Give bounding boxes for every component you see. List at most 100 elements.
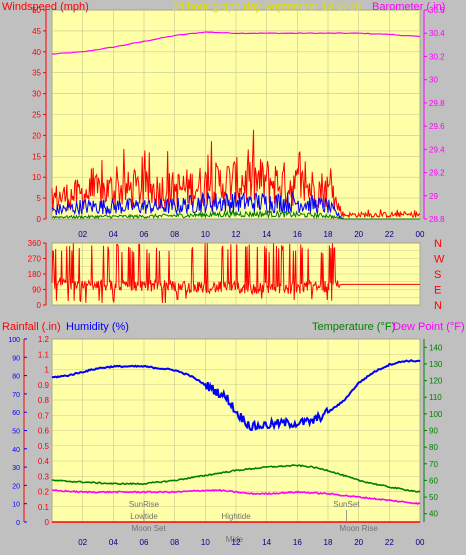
x-tick-label: 10 — [201, 230, 210, 239]
windspeed-tick-label: 30 — [32, 90, 41, 99]
x-tick-label: 20 — [354, 538, 363, 547]
compass-label: N — [434, 300, 442, 312]
direction-tick-label: 90 — [32, 286, 41, 295]
humidity-axis-title: Humidity (%) — [66, 321, 129, 333]
windspeed-tick-label: 0 — [37, 215, 42, 224]
barometer-axis-title: Barometer ( in) — [372, 1, 446, 13]
humidity-tick-label: 50 — [12, 429, 20, 436]
direction-tick-label: 180 — [28, 270, 42, 279]
rainfall-tick-label: 0.8 — [38, 396, 50, 405]
rainfall-tick-label: 1 — [45, 366, 50, 375]
rainfall-tick-label: 0.1 — [38, 503, 50, 512]
x-tick-label: 02 — [78, 538, 87, 547]
humidity-tick-label: 70 — [12, 392, 20, 399]
series-temperature — [51, 464, 421, 493]
temperature-tick-label: 40 — [429, 510, 438, 519]
x-tick-label: 20 — [354, 230, 363, 239]
x-tick-label: 06 — [140, 230, 149, 239]
direction-tick-label: 0 — [37, 301, 42, 310]
rainfall-tick-label: 0.3 — [38, 472, 50, 481]
windspeed-tick-label: 40 — [32, 48, 41, 57]
x-tick-label: 10 — [201, 538, 210, 547]
temperature-tick-label: 130 — [429, 360, 443, 369]
temperature-tick-label: 60 — [429, 476, 438, 485]
rainfall-tick-label: 0.2 — [38, 488, 50, 497]
humidity-tick-label: 0 — [16, 520, 20, 527]
humidity-tick-label: 100 — [8, 337, 20, 344]
barometer-tick-label: 29.4 — [429, 145, 445, 154]
windspeed-tick-label: 15 — [32, 152, 41, 161]
humidity-tick-label: 10 — [12, 502, 20, 509]
event-annotation: SunRise — [129, 500, 160, 509]
barometer-tick-label: 29.6 — [429, 122, 445, 131]
temperature-tick-label: 80 — [429, 443, 438, 452]
humidity-tick-label: 60 — [12, 410, 20, 417]
event-annotation: SunSet — [333, 500, 360, 509]
rainfall-tick-label: 0.4 — [38, 457, 50, 466]
series-wind-direction — [51, 243, 420, 304]
windspeed-tick-label: 45 — [32, 27, 41, 36]
temperature-tick-label: 50 — [429, 493, 438, 502]
x-tick-label: 04 — [109, 538, 118, 547]
x-tick-label: 00 — [416, 230, 425, 239]
graph-title: 24 hour graph day September 13 2019 — [172, 1, 361, 13]
compass-label: E — [434, 285, 441, 297]
event-annotation: Moon Set — [131, 524, 166, 533]
event-annotation: Moon Rise — [340, 524, 379, 533]
x-tick-label: 00 — [416, 538, 425, 547]
dewpoint-axis-title: Dew Point (°F) — [393, 321, 465, 333]
x-tick-label: 22 — [385, 538, 394, 547]
barometer-tick-label: 30.6 — [429, 6, 445, 15]
rainfall-tick-label: 0 — [45, 518, 50, 527]
temperature-tick-label: 120 — [429, 377, 443, 386]
x-tick-label: 12 — [232, 230, 241, 239]
series-humidity — [51, 359, 421, 431]
barometer-tick-label: 29.2 — [429, 169, 445, 178]
humidity-tick-label: 90 — [12, 355, 20, 362]
event-annotation: Hightide — [221, 512, 251, 521]
windspeed-axis-title: Windspeed (mph) — [2, 1, 89, 13]
x-tick-label: 14 — [262, 538, 271, 547]
temperature-tick-label: 110 — [429, 393, 442, 402]
barometer-tick-label: 30 — [429, 76, 438, 85]
windspeed-tick-label: 25 — [32, 111, 41, 120]
x-tick-label: 12 — [232, 538, 241, 547]
direction-tick-label: 270 — [28, 255, 42, 264]
x-tick-label: 22 — [385, 230, 394, 239]
windspeed-tick-label: 5 — [37, 194, 42, 203]
series-barometer — [51, 31, 421, 55]
temperature-axis-title: Temperature (°F) — [312, 321, 396, 333]
barometer-tick-label: 30.2 — [429, 52, 445, 61]
x-tick-label: 06 — [140, 538, 149, 547]
compass-label: N — [434, 238, 442, 250]
rainfall-tick-label: 1.1 — [38, 350, 50, 359]
temperature-tick-label: 140 — [429, 343, 443, 352]
x-tick-label: 14 — [262, 230, 271, 239]
rainfall-tick-label: 0.6 — [38, 427, 50, 436]
windspeed-tick-label: 20 — [32, 131, 41, 140]
compass-label: W — [434, 254, 445, 266]
windspeed-tick-label: 50 — [32, 6, 41, 15]
series-dew-point — [51, 488, 421, 506]
windspeed-tick-label: 10 — [32, 173, 41, 182]
series-wind-low — [51, 209, 420, 220]
x-tick-label: 08 — [170, 230, 179, 239]
event-annotation: Lowtide — [130, 512, 158, 521]
event-annotation: Mide — [226, 535, 244, 544]
x-tick-label: 18 — [324, 538, 333, 547]
temperature-tick-label: 90 — [429, 427, 438, 436]
x-tick-label: 02 — [78, 230, 87, 239]
x-tick-label: 18 — [324, 230, 333, 239]
rainfall-axis-title: Rainfall (.in) — [2, 321, 61, 333]
rainfall-tick-label: 0.9 — [38, 381, 50, 390]
barometer-tick-label: 29 — [429, 192, 438, 201]
humidity-tick-label: 30 — [12, 465, 20, 472]
humidity-tick-label: 80 — [12, 374, 20, 381]
x-tick-label: 04 — [109, 230, 118, 239]
barometer-tick-label: 28.8 — [429, 215, 445, 224]
barometer-tick-label: 30.4 — [429, 29, 445, 38]
temperature-tick-label: 70 — [429, 460, 438, 469]
direction-tick-label: 360 — [28, 239, 42, 248]
